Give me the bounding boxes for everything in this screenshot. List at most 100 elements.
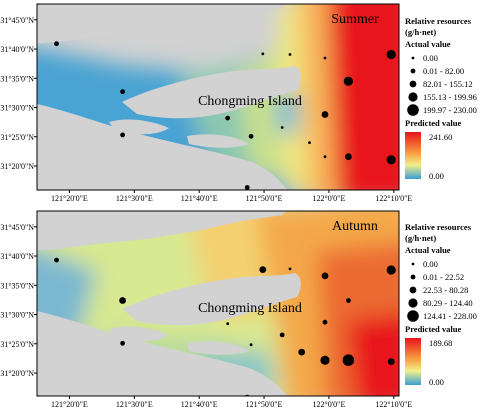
station-point: [54, 41, 59, 47]
map-frame: [36, 210, 400, 397]
map-panel-summer: Summer Chongming Island 31°45'0"N 31°40'0…: [0, 3, 412, 203]
longitude-label: 121°50'0"E: [246, 194, 283, 203]
predicted-max: 189.68: [429, 338, 452, 348]
legend-class-symbol: [411, 262, 415, 266]
predicted-min: 0.00: [429, 377, 444, 387]
legend-class-symbol: [411, 56, 415, 60]
latitude-label: 31°35'0"N: [0, 74, 34, 83]
longitude-label: 121°40'0"E: [181, 400, 218, 409]
station-point: [279, 332, 285, 338]
station-point: [342, 354, 355, 366]
longitude-label: 121°30'0"E: [116, 400, 153, 409]
season-label: Summer: [331, 12, 379, 27]
north-bank: [37, 211, 287, 251]
south-bank: [37, 311, 288, 396]
legend-class-label: 199.97 - 230.00: [423, 105, 477, 115]
actual-value-heading: Actual value: [405, 245, 451, 255]
legend-unit: (g/h·net): [405, 27, 436, 37]
chongming-island: [122, 273, 301, 326]
latitude-label: 31°25'0"N: [0, 340, 34, 349]
longitude-label: 122°10'0"E: [375, 400, 412, 409]
legend-class-symbol: [408, 298, 418, 308]
station-point: [343, 76, 353, 86]
land: [37, 4, 301, 190]
station-point: [120, 340, 125, 346]
latitude-label: 31°40'0"N: [0, 45, 34, 54]
latitude-label: 31°30'0"N: [0, 311, 34, 320]
station-point: [386, 155, 396, 165]
legend-title: Relative resources: [405, 16, 472, 26]
island-label: Chongming Island: [198, 94, 302, 109]
longitude-label: 121°20'0"E: [51, 194, 88, 203]
legend-class-label: 0.00: [423, 53, 438, 63]
legend-unit: (g/h·net): [405, 233, 436, 243]
station-point: [288, 53, 292, 56]
legend-class-symbol: [407, 310, 419, 322]
predicted-max: 241.60: [429, 132, 452, 142]
legend-class-symbol: [407, 104, 419, 116]
station-point: [321, 272, 329, 280]
station-point: [249, 343, 253, 347]
legend-class-symbol: [410, 274, 416, 280]
land: [37, 211, 301, 396]
station-point: [345, 153, 352, 161]
station-point: [346, 298, 351, 303]
latitude-ticks: 31°45'0"N 31°40'0"N 31°35'0"N 31°30'0"N 31°2…: [0, 16, 37, 171]
longitude-ticks: 121°20'0"E 121°30'0"E 121°40'0"E 121°50'0"E…: [51, 396, 412, 409]
station-point: [261, 52, 265, 56]
season-label: Autumn: [332, 219, 378, 234]
station-point: [321, 111, 329, 118]
station-point: [225, 115, 231, 121]
shoal-1: [109, 119, 169, 135]
legend-title: Relative resources: [405, 222, 472, 232]
latitude-ticks: 31°45'0"N 31°40'0"N 31°35'0"N 31°30'0"N 31°2…: [0, 223, 37, 378]
chongming-island: [122, 66, 301, 119]
station-point: [120, 132, 125, 138]
shoal-2: [187, 134, 249, 148]
station-point: [288, 267, 292, 271]
predicted-min: 0.00: [429, 171, 444, 181]
legend-autumn: Relative resources (g/h·net) Actual valu…: [405, 222, 477, 387]
actual-value-classes: 0.00 0.01 - 82.00 82.01 - 155.12 155.13 - 1…: [407, 53, 477, 116]
map-panel-autumn: Autumn Chongming Island 31°45'0"N 31°40'0…: [0, 210, 412, 409]
station-point: [387, 358, 395, 365]
latitude-label: 31°20'0"N: [0, 162, 34, 171]
legend-class-symbol: [409, 80, 417, 88]
station-points: [54, 41, 396, 190]
longitude-label: 122°0'0"E: [313, 400, 346, 409]
legend-class-label: 80.29 - 124.40: [423, 298, 473, 308]
station-point: [323, 155, 327, 159]
longitude-ticks: 121°20'0"E 121°30'0"E 121°40'0"E 121°50'0"E…: [51, 190, 412, 203]
south-bank: [37, 104, 288, 190]
station-point: [280, 126, 284, 129]
station-point: [120, 89, 125, 95]
station-point: [54, 257, 59, 263]
longitude-label: 121°20'0"E: [51, 400, 88, 409]
legend-class-label: 82.01 - 155.12: [423, 79, 473, 89]
longitude-label: 121°50'0"E: [246, 400, 283, 409]
predicted-value-heading: Predicted value: [405, 324, 461, 334]
longitude-label: 121°40'0"E: [181, 194, 218, 203]
map-frame: [36, 3, 400, 191]
station-point: [386, 265, 396, 275]
legend-class-label: 155.13 - 199.96: [423, 92, 477, 102]
station-point: [323, 56, 327, 60]
latitude-label: 31°40'0"N: [0, 252, 34, 261]
island-label: Chongming Island: [198, 301, 302, 316]
longitude-label: 122°0'0"E: [313, 194, 346, 203]
station-point: [248, 133, 254, 139]
station-point: [386, 49, 396, 60]
legend-class-symbol: [408, 92, 418, 102]
legend-class-label: 0.01 - 22.52: [423, 272, 464, 282]
latitude-label: 31°30'0"N: [0, 104, 34, 113]
station-point: [119, 297, 126, 304]
actual-value-heading: Actual value: [405, 39, 451, 49]
predicted-colorbar: [405, 132, 421, 179]
legend-class-symbol: [409, 286, 417, 294]
shoal-2: [187, 341, 249, 355]
legend-class-label: 0.01 - 82.00: [423, 66, 464, 76]
latitude-label: 31°25'0"N: [0, 133, 34, 142]
station-point: [308, 141, 311, 145]
legend-class-symbol: [410, 68, 416, 74]
